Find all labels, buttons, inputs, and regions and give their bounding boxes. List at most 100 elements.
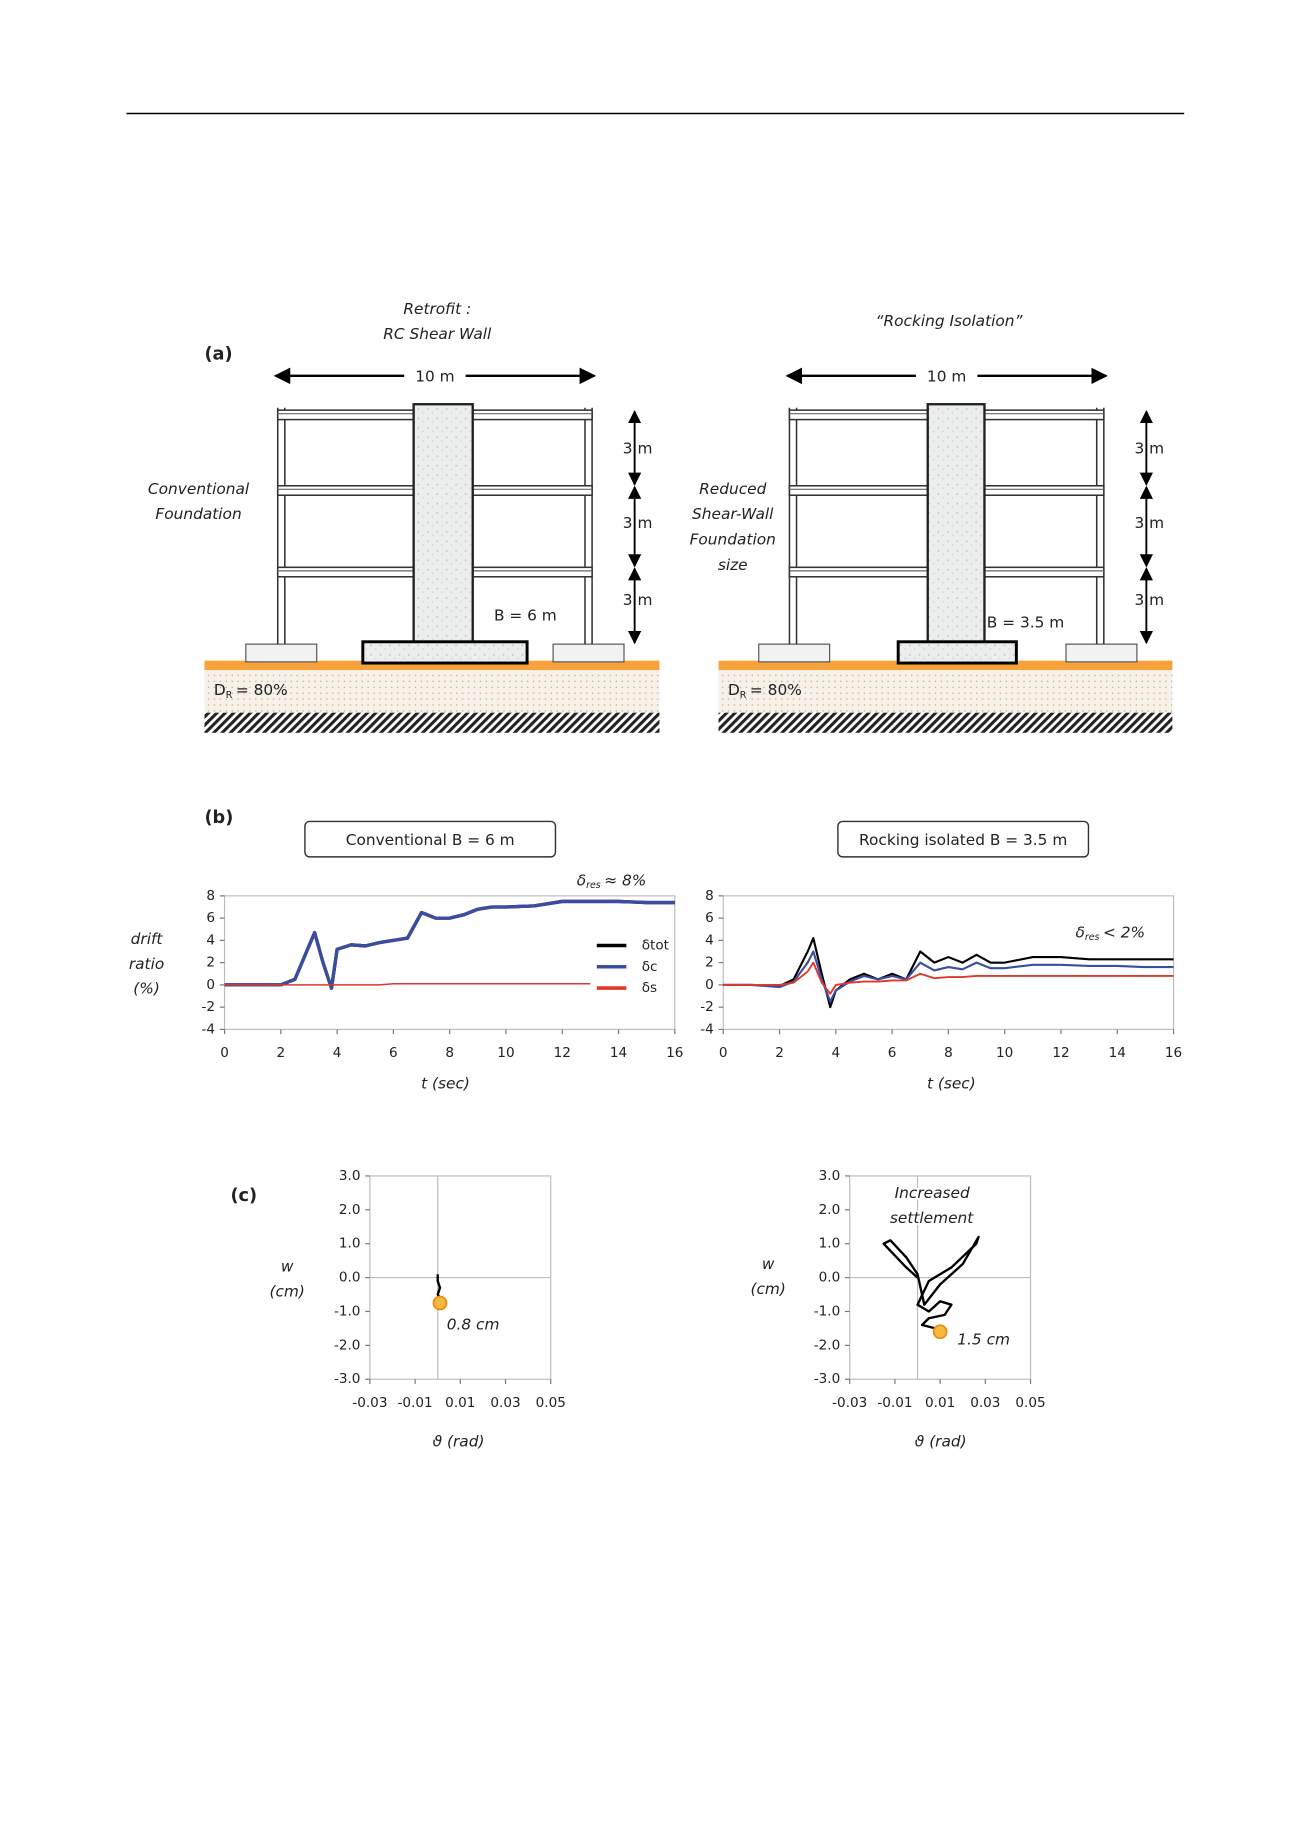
x-tick-label: 0.01 (445, 1395, 475, 1411)
x-tick-label: -0.03 (352, 1395, 387, 1411)
text: = 80% (236, 681, 288, 699)
side-label: Foundation (690, 531, 776, 549)
width-label: 10 m (415, 368, 454, 386)
y-axis-label: (%) (133, 980, 160, 998)
subscript: R (740, 689, 747, 700)
end-point (932, 1324, 948, 1340)
annotation: 0.8 cm (447, 1315, 500, 1333)
x-tick-label: 16 (1165, 1045, 1182, 1061)
x-tick-label: 12 (554, 1045, 571, 1061)
y-tick-label: 3.0 (819, 1168, 841, 1184)
legend-label: δc (642, 959, 658, 975)
x-tick-label: 0.05 (536, 1395, 566, 1411)
x-tick-label: 0.03 (970, 1395, 1000, 1411)
panel-label: (c) (230, 1186, 257, 1206)
x-tick-label: 8 (445, 1045, 454, 1061)
x-axis-label: ϑ (rad) (915, 1432, 967, 1450)
diagram-title: RC Shear Wall (383, 325, 492, 343)
footing (245, 643, 318, 663)
text: = 80% (750, 681, 802, 699)
y-tick-label: -1.0 (334, 1303, 360, 1319)
x-axis-label: t (sec) (927, 1074, 976, 1092)
legend-label: δtot (642, 938, 669, 954)
chart-title: Conventional B = 6 m (346, 831, 515, 849)
height-label: 3 m (623, 514, 653, 532)
y-tick-label: 2.0 (339, 1202, 361, 1218)
x-tick-label: 0 (220, 1045, 229, 1061)
y-tick-label: -2.0 (334, 1337, 360, 1353)
side-label: Shear-Wall (692, 505, 774, 523)
symbol: D (728, 681, 740, 699)
y-tick-label: 6 (705, 910, 714, 926)
y-tick-label: -4 (202, 1021, 216, 1037)
y-tick-label: 1.0 (339, 1236, 361, 1252)
y-tick-label: 8 (206, 888, 215, 904)
subscript: res (1085, 932, 1100, 943)
x-tick-label: 6 (888, 1045, 897, 1061)
plot-area (722, 895, 1175, 1030)
y-tick-label: 1.0 (819, 1236, 841, 1252)
y-tick-label: -1.0 (814, 1303, 841, 1319)
plot-area (223, 895, 676, 1030)
y-tick-label: 0.0 (819, 1270, 841, 1286)
text: < 2% (1103, 923, 1145, 941)
x-tick-label: 14 (1109, 1045, 1126, 1061)
symbol: δ (577, 871, 586, 889)
height-label: 3 m (623, 591, 653, 609)
subscript-label: δres ≈ 8% (577, 871, 647, 891)
subscript: res (586, 880, 601, 891)
diagram-title: Retrofit : (403, 300, 471, 318)
x-tick-label: -0.01 (877, 1395, 912, 1411)
annotation: settlement (890, 1209, 974, 1227)
side-label: Conventional (148, 480, 250, 498)
footing (758, 643, 831, 663)
series-line (882, 1235, 980, 1333)
y-tick-label: 3.0 (339, 1168, 361, 1184)
x-tick-label: 0.05 (1015, 1395, 1045, 1411)
annotation: Increased (895, 1184, 970, 1202)
shear-wall (926, 403, 986, 646)
y-tick-label: 4 (705, 932, 714, 948)
footing (1065, 643, 1138, 663)
y-tick-label: -3.0 (334, 1371, 360, 1387)
symbol: D (214, 681, 226, 699)
y-axis-label: (cm) (750, 1280, 785, 1298)
y-tick-label: 0.0 (339, 1270, 361, 1286)
x-tick-label: 6 (389, 1045, 398, 1061)
x-axis-label: ϑ (rad) (433, 1432, 485, 1450)
y-tick-label: -3.0 (814, 1371, 841, 1387)
y-axis-label: w (281, 1257, 294, 1275)
bedrock (204, 712, 660, 733)
subscript-label: DR = 80% (728, 681, 802, 701)
x-tick-label: 0 (719, 1045, 728, 1061)
footing-label: B = 6 m (494, 606, 557, 624)
wall-footing (361, 640, 529, 665)
y-axis-label: drift (131, 930, 164, 948)
y-tick-label: 2 (705, 955, 714, 971)
soil (204, 670, 660, 713)
y-tick-label: 2.0 (819, 1202, 841, 1218)
x-tick-label: 16 (666, 1045, 683, 1061)
panel-label: (b) (204, 808, 233, 828)
series-line (224, 983, 591, 986)
shear-wall (412, 403, 474, 646)
y-tick-label: -2 (700, 999, 714, 1015)
title-box (304, 820, 557, 858)
bedrock (718, 712, 1173, 733)
y-axis-label: ratio (129, 955, 164, 973)
footing-label: B = 3.5 m (987, 613, 1064, 631)
wall-footing (896, 640, 1018, 665)
ground-orange (718, 660, 1173, 671)
subscript-label: DR = 80% (214, 681, 288, 701)
x-tick-label: 10 (497, 1045, 514, 1061)
y-tick-label: 4 (206, 932, 215, 948)
x-tick-label: 4 (832, 1045, 841, 1061)
y-axis-label: (cm) (269, 1282, 304, 1300)
x-tick-label: 8 (944, 1045, 953, 1061)
y-tick-label: 8 (705, 888, 714, 904)
series-line (723, 961, 1174, 995)
diagram-title: “Rocking Isolation” (875, 312, 1023, 330)
soil (718, 670, 1173, 713)
y-axis-label: w (762, 1255, 775, 1273)
height-label: 3 m (1135, 591, 1165, 609)
